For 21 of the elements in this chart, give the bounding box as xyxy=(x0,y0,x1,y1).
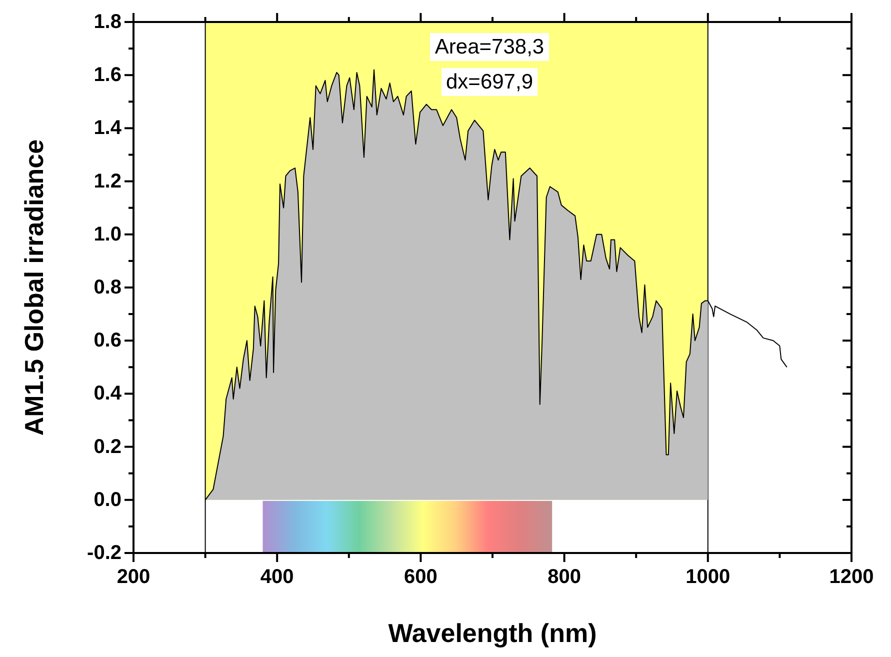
x-tick-label: 600 xyxy=(404,566,438,588)
x-axis-title: Wavelength (nm) xyxy=(388,618,597,648)
y-tick-label: 1.8 xyxy=(94,11,122,33)
y-tick-label: 0.0 xyxy=(94,488,122,511)
y-tick-label: 1.4 xyxy=(94,117,122,140)
x-tick-label: 1200 xyxy=(829,566,874,588)
annotation: dx=697,9 xyxy=(446,70,533,94)
y-tick-label: -0.2 xyxy=(87,542,122,564)
y-tick-label: 1.0 xyxy=(94,223,122,246)
y-tick-label: 0.2 xyxy=(94,436,122,458)
y-tick-label: 0.6 xyxy=(94,330,122,352)
y-tick-label: 0.4 xyxy=(94,382,122,405)
y-tick-label: 1.6 xyxy=(94,64,122,86)
x-tick-label: 800 xyxy=(548,566,581,588)
x-tick-label: 200 xyxy=(116,566,150,588)
y-tick-label: 0.8 xyxy=(94,276,122,298)
y-axis-title: AM1.5 Global irradiance xyxy=(19,139,49,436)
annotation: Area=738,3 xyxy=(434,36,544,58)
y-tick-label: 1.2 xyxy=(94,170,122,192)
x-tick-label: 1000 xyxy=(686,566,730,588)
x-tick-label: 400 xyxy=(260,566,294,588)
